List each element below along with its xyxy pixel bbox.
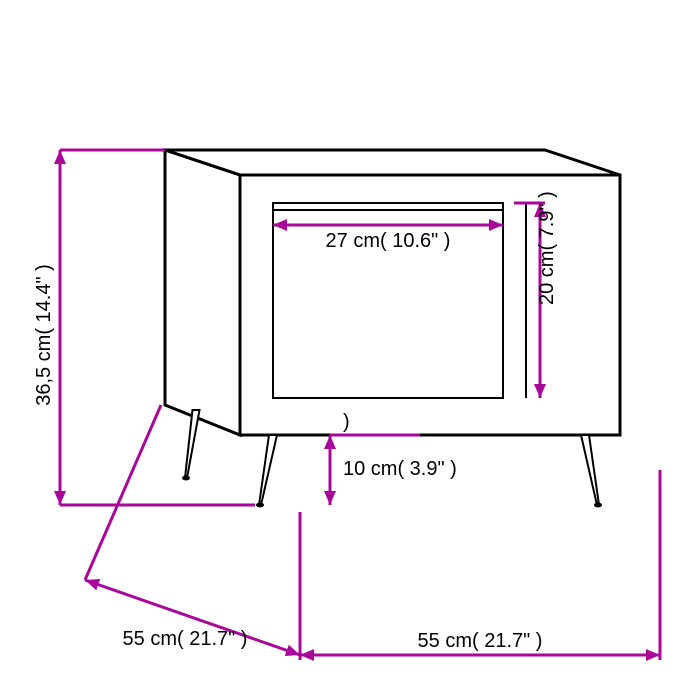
leg-front-left-foot: [256, 503, 264, 508]
arrow-head: [646, 649, 660, 661]
dimension-label: ): [343, 411, 350, 433]
dimension-label: 20 cm( 7.9" ): [536, 191, 558, 305]
arrow-head: [85, 579, 100, 590]
arrow-head: [324, 435, 336, 449]
arrow-head: [489, 219, 503, 231]
table-front-face: [240, 175, 620, 435]
leg-front-left: [259, 435, 277, 505]
extension-line: [85, 405, 161, 580]
leg-back-left: [185, 410, 200, 478]
dimension-label: 10 cm( 3.9" ): [343, 458, 457, 480]
table-side-face: [165, 150, 240, 435]
leg-back-left-foot: [182, 476, 190, 481]
leg-front-right-foot: [594, 503, 602, 508]
arrow-head: [324, 491, 336, 505]
arrow-head: [300, 649, 314, 661]
arrow-head: [273, 219, 287, 231]
arrow-head: [285, 645, 300, 656]
dimension-label: 27 cm( 10.6" ): [326, 230, 451, 252]
arrow-head: [534, 384, 546, 398]
arrow-head: [54, 150, 66, 164]
leg-front-right: [581, 435, 599, 505]
arrow-head: [54, 491, 66, 505]
dimension-label: 55 cm( 21.7" ): [123, 628, 248, 650]
dimension-label: 36,5 cm( 14.4" ): [33, 264, 55, 406]
dimension-diagram: 36,5 cm( 14.4" ) 27 cm( 10.6" ) 20 cm( 7.9…: [0, 0, 700, 700]
dimension-label: 55 cm( 21.7" ): [418, 630, 543, 652]
